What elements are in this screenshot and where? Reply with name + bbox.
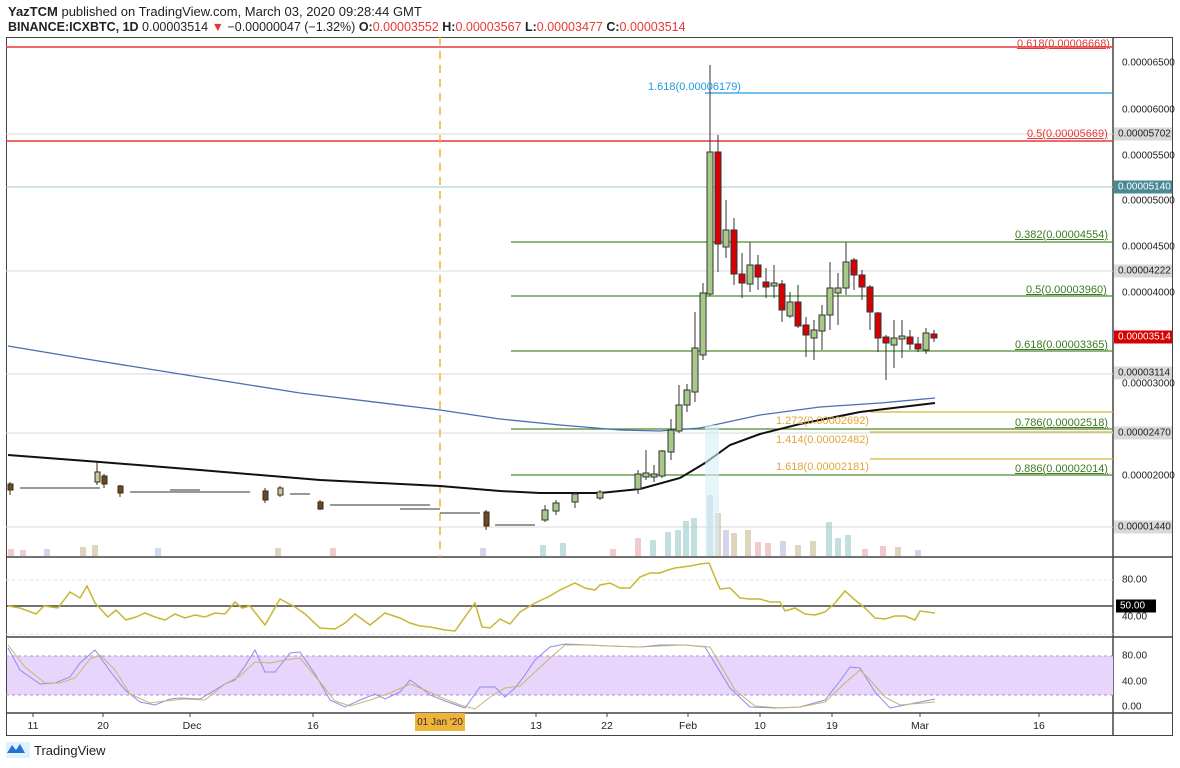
y-tick: 0.00005500 xyxy=(1122,150,1175,162)
rsi-line xyxy=(7,562,936,632)
x-label: 19 xyxy=(826,720,838,732)
x-label: 20 xyxy=(97,720,109,732)
fib-label-0786: 0.786(0.00002518) xyxy=(1015,417,1108,429)
x-label: 11 xyxy=(27,720,39,732)
fib-label-05-red: 0.5(0.00005669) xyxy=(1027,128,1108,140)
current-price-tag: 0.00003514 xyxy=(1114,330,1172,344)
price-tag: 0.00002470 xyxy=(1114,426,1172,440)
price-tag: 0.00005140 xyxy=(1114,180,1172,194)
x-label: 16 xyxy=(307,720,319,732)
candles-main xyxy=(541,65,938,522)
x-label: Dec xyxy=(182,720,202,732)
ma-100-line xyxy=(7,402,936,494)
x-label: 13 xyxy=(530,720,542,732)
high-value: 0.00003567 xyxy=(455,20,522,34)
last-price: 0.00003514 xyxy=(142,20,209,34)
low-value: 0.00003477 xyxy=(536,20,603,34)
y-tick: 0.00004000 xyxy=(1122,287,1175,299)
ext-label-1618: 1.618(0.00002181) xyxy=(776,461,869,473)
volume-bars xyxy=(8,495,921,556)
y-tick: 0.00002000 xyxy=(1122,470,1175,482)
fib-label-0618-top: 0.618(0.00006668) xyxy=(1017,38,1110,50)
tradingview-logo[interactable]: TradingView xyxy=(6,742,106,758)
logo-text: TradingView xyxy=(34,742,106,758)
publish-info: YazTCM published on TradingView.com, Mar… xyxy=(8,4,422,19)
rsi-50-tag: 50.00 xyxy=(1116,599,1156,613)
ma-200-line xyxy=(7,345,936,432)
stoch-tick: 80.00 xyxy=(1122,650,1148,662)
fib-label-0886: 0.886(0.00002014) xyxy=(1015,463,1108,475)
price-tag: 0.00004222 xyxy=(1114,264,1172,278)
high-label: H: xyxy=(442,20,456,34)
x-label: 10 xyxy=(754,720,766,732)
stoch-k-line xyxy=(7,643,936,709)
y-tick: 0.00005000 xyxy=(1122,195,1175,207)
price-tag: 0.00001440 xyxy=(1114,520,1172,534)
x-label: Mar xyxy=(910,720,930,732)
rsi-tick: 40.00 xyxy=(1122,611,1148,623)
author-name: YazTCM xyxy=(8,4,58,19)
candles-flat xyxy=(20,487,535,526)
y-tick: 0.00006000 xyxy=(1122,104,1175,116)
symbol-label: BINANCE:ICXBTC, 1D xyxy=(8,20,139,34)
x-label: Feb xyxy=(678,720,698,732)
x-label: 16 xyxy=(1033,720,1045,732)
ext-label-1414: 1.414(0.00002482) xyxy=(776,434,869,446)
publish-text: published on TradingView.com, March 03, … xyxy=(61,4,422,19)
chart-frame[interactable] xyxy=(6,37,1173,736)
price-change: −0.00000047 (−1.32%) xyxy=(227,20,356,34)
y-tick: 0.00004500 xyxy=(1122,241,1175,253)
close-value: 0.00003514 xyxy=(619,20,686,34)
y-tick: 0.00003000 xyxy=(1122,378,1175,390)
x-label: 22 xyxy=(601,720,613,732)
stoch-tick: 40.00 xyxy=(1122,676,1148,688)
ext-label-1272: 1.272(0.00002692) xyxy=(776,415,869,427)
down-arrow-icon: ▼ xyxy=(211,20,224,34)
candles-early xyxy=(7,462,490,530)
tradingview-cloud-icon xyxy=(6,742,30,758)
x-label-highlight: 01 Jan '20 xyxy=(415,713,465,731)
fib-label-0618: 0.618(0.00003365) xyxy=(1015,339,1108,351)
y-tick: 0.00006500 xyxy=(1122,57,1175,69)
fib-label-0382: 0.382(0.00004554) xyxy=(1015,229,1108,241)
stoch-d-line xyxy=(7,644,936,710)
stoch-tick: 0.00 xyxy=(1122,701,1142,713)
low-label: L: xyxy=(524,20,537,34)
price-tag: 0.00003114 xyxy=(1114,366,1172,380)
fib-label-05: 0.5(0.00003960) xyxy=(1026,284,1107,296)
fib-label-1618-blue: 1.618(0.00006179) xyxy=(648,81,741,93)
close-label: C: xyxy=(606,20,620,34)
symbol-info-bar: BINANCE:ICXBTC, 1D 0.00003514 ▼ −0.00000… xyxy=(8,20,686,34)
rsi-tick: 80.00 xyxy=(1122,574,1148,586)
open-label: O: xyxy=(358,20,373,34)
price-tag: 0.00005702 xyxy=(1114,127,1172,141)
open-value: 0.00003552 xyxy=(372,20,439,34)
horizontal-levels xyxy=(6,133,1113,528)
